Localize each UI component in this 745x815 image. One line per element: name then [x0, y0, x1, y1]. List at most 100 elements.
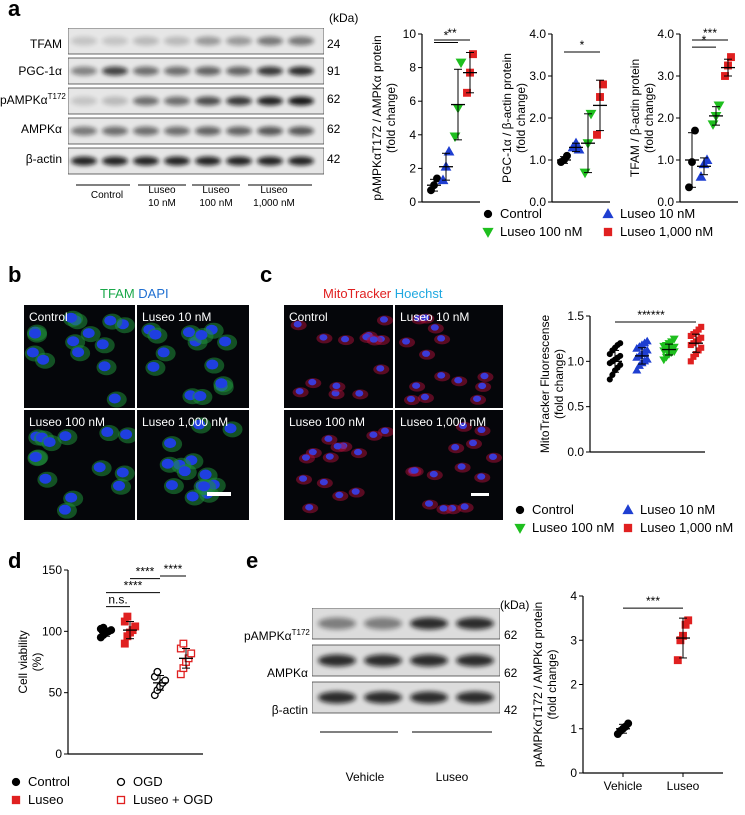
chart-a1-pampk: 0 2 4 6 8 10 pAMPKαT172 / AMPKα protein(fold c…	[370, 26, 480, 209]
blot-band	[257, 36, 283, 46]
blot-band	[257, 66, 283, 76]
blot-band	[318, 617, 356, 630]
cell-nucleus	[116, 467, 129, 478]
micro-b-luseo1000-label: Luseo 1,000 nM	[142, 415, 229, 429]
y-tick-label: 2.0	[657, 111, 674, 125]
blot-band	[133, 36, 159, 46]
legend-marker	[622, 504, 634, 515]
blot-band	[164, 96, 190, 106]
blot-band	[410, 617, 448, 630]
data-point	[695, 171, 707, 181]
blot-label-pampk-sup: T172	[47, 92, 66, 101]
y-tick-label: 0	[409, 195, 416, 209]
cell-nucleus	[93, 462, 106, 473]
blot-band	[164, 66, 190, 76]
micro-b-luseo10: Luseo 10 nM	[137, 305, 249, 408]
data-point	[698, 323, 705, 330]
cell-nucleus	[308, 448, 317, 456]
cell-nucleus	[195, 330, 208, 341]
x-tick-label: Luseo	[667, 779, 700, 792]
micro-b-luseo1000: Luseo 1,000 nM	[137, 410, 249, 520]
cell-nucleus	[369, 336, 378, 343]
scale-bar-b	[207, 492, 231, 496]
data-point	[642, 354, 652, 363]
cell-nucleus	[332, 382, 341, 390]
data-point	[642, 345, 652, 354]
significance-label: ****	[164, 562, 183, 576]
cell-nucleus	[224, 423, 237, 434]
cell-nucleus	[120, 429, 133, 440]
kda-header-a: (kDa)	[329, 11, 359, 25]
legend-label: Luseo 1,000 nM	[620, 224, 713, 239]
panel-d-label: d	[8, 548, 22, 573]
data-point	[624, 719, 633, 728]
kda-header-e: (kDa)	[500, 598, 530, 612]
data-point	[573, 143, 585, 154]
data-point	[179, 639, 188, 648]
cell-nucleus	[333, 442, 342, 450]
blot-band	[257, 126, 283, 136]
cell-nucleus	[480, 372, 489, 380]
cell-nucleus	[473, 395, 482, 402]
significance-label: ***	[646, 594, 660, 608]
blot-band	[133, 66, 159, 76]
blot-band	[257, 96, 283, 106]
legend-marker	[602, 208, 614, 219]
cell-nucleus	[429, 470, 438, 478]
cell-nucleus	[149, 329, 162, 340]
data-point	[161, 676, 170, 685]
significance-label: *	[444, 28, 449, 42]
blot-band	[226, 66, 252, 76]
y-tick-label: 2	[570, 678, 577, 692]
cell-nucleus	[29, 452, 42, 463]
cell-nucleus	[157, 347, 170, 358]
cell-nucleus	[65, 492, 78, 503]
y-tick-label: 3.0	[657, 69, 674, 83]
data-point	[632, 365, 642, 374]
cell-nucleus	[29, 328, 42, 339]
cell-nucleus	[98, 361, 111, 372]
cell-nucleus	[379, 316, 388, 323]
blot-band	[71, 36, 97, 46]
cell-nucleus	[422, 350, 431, 357]
cell-nucleus	[437, 335, 446, 342]
legend-label: Luseo	[28, 792, 63, 807]
cell-nucleus	[161, 458, 174, 469]
blot-band	[318, 691, 356, 704]
chart-e1-pampk: 0 1 2 3 4 pAMPKαT172 / AMPKα protein(fold cha…	[531, 589, 723, 792]
blot-e-label-pampk-sup: T172	[291, 628, 310, 637]
cell-nucleus	[420, 393, 429, 401]
group-e-luseo: Luseo	[435, 770, 469, 784]
y-tick-label: 50	[49, 686, 63, 700]
blot-e-label-ampk: AMPKα	[267, 666, 308, 680]
cell-nucleus	[380, 427, 389, 435]
group-label-luseo10-l2: 10 nM	[148, 198, 176, 209]
blot-band	[195, 156, 221, 166]
cell-nucleus	[37, 354, 50, 365]
data-point	[713, 101, 725, 112]
cell-nucleus	[410, 467, 419, 474]
cell-nucleus	[39, 473, 52, 484]
cell-nucleus	[439, 505, 448, 512]
cell-nucleus	[402, 338, 411, 345]
group-label-control: Control	[90, 190, 124, 201]
blot-e-label-pampk-text: pAMPKα	[244, 629, 292, 643]
micro-c-control-label: Control	[289, 310, 328, 324]
y-tick-label: 10	[403, 27, 417, 41]
legend-marker	[603, 227, 613, 237]
data-point	[669, 335, 679, 344]
cell-nucleus	[96, 339, 109, 350]
cell-nucleus	[460, 503, 469, 510]
cell-nucleus	[165, 480, 178, 491]
blot-band	[364, 617, 402, 630]
legend-label: Luseo 10 nM	[620, 206, 695, 221]
legend-label: Control	[28, 774, 70, 789]
cell-nucleus	[425, 500, 434, 507]
data-point	[642, 336, 652, 345]
y-tick-label: 3	[570, 633, 577, 647]
cell-nucleus	[458, 422, 467, 430]
blot-band	[456, 691, 494, 704]
